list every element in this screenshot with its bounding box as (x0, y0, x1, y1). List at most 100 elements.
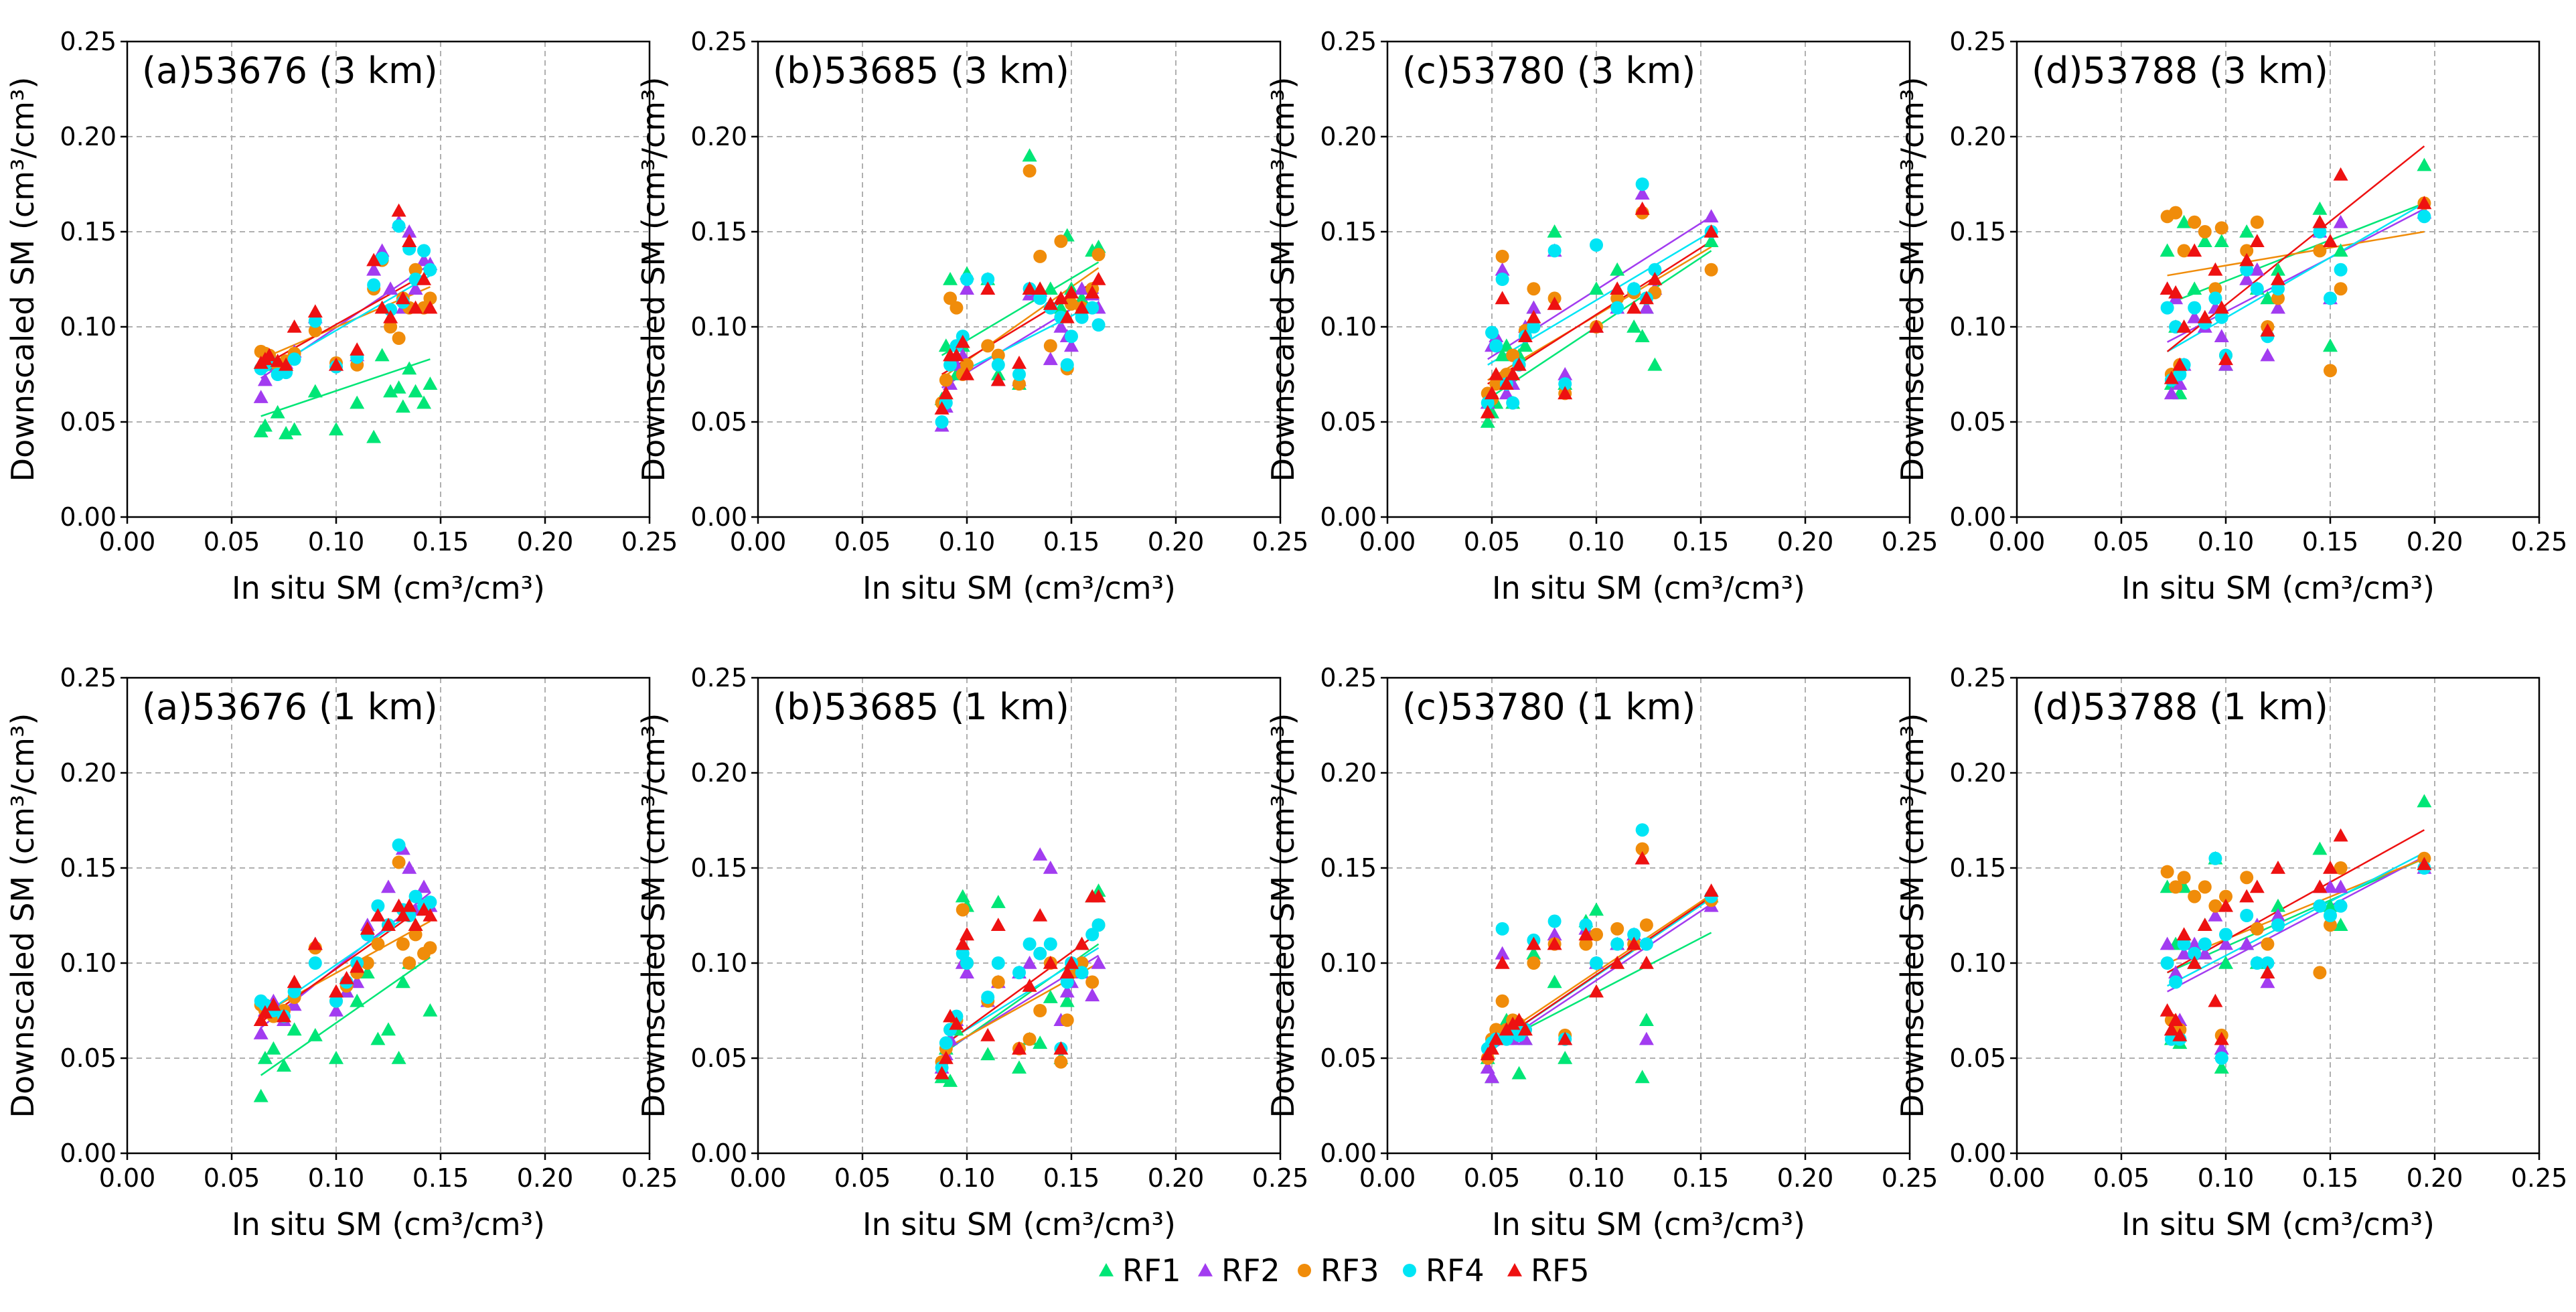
point-rf1 (2214, 234, 2229, 247)
point-rf1 (1703, 234, 1719, 247)
point-rf2 (2187, 936, 2202, 950)
point-rf4 (1033, 946, 1047, 960)
point-rf1 (1626, 319, 1642, 333)
point-rf4 (1012, 966, 1026, 980)
point-rf1 (307, 384, 323, 398)
x-axis-label: In situ SM (cm³/cm³) (1492, 570, 1805, 606)
point-rf3 (2313, 966, 2327, 980)
point-rf4 (392, 838, 406, 852)
point-rf5 (1043, 296, 1058, 310)
point-rf1 (2260, 291, 2275, 305)
y-tick-label: 0.10 (690, 948, 747, 978)
point-rf4 (2214, 1051, 2228, 1065)
point-rf1 (366, 429, 382, 443)
point-rf4 (2250, 956, 2264, 970)
point-rf1 (266, 1041, 281, 1055)
point-rf1 (350, 395, 365, 409)
point-rf5 (1558, 386, 1573, 400)
fit-line-rf2 (2167, 855, 2425, 993)
y-tick-label: 0.00 (690, 1139, 747, 1168)
point-rf5 (1059, 965, 1075, 978)
point-rf5 (2312, 214, 2328, 228)
point-rf1 (423, 1003, 438, 1017)
point-rf4 (2160, 301, 2174, 315)
x-tick-label: 0.25 (621, 1163, 678, 1193)
point-rf5 (1064, 956, 1079, 969)
point-rf4 (2240, 263, 2254, 277)
point-rf1 (2312, 841, 2328, 855)
x-tick-label: 0.20 (517, 527, 574, 557)
point-rf4 (991, 358, 1005, 372)
x-tick-label: 0.15 (1043, 527, 1100, 557)
point-rf5 (938, 1051, 954, 1064)
point-rf5 (381, 918, 396, 931)
point-rf5 (339, 970, 354, 985)
point-rf3 (1033, 249, 1047, 263)
point-rf2 (1495, 262, 1510, 276)
y-tick-label: 0.00 (60, 502, 117, 532)
point-rf3 (2169, 880, 2183, 894)
point-rf4 (1639, 937, 1653, 951)
point-rf5 (1635, 851, 1650, 865)
point-rf1 (1059, 993, 1075, 1007)
point-rf4 (2313, 899, 2327, 913)
point-rf4 (1060, 975, 1074, 989)
x-tick-label: 0.05 (204, 1163, 260, 1193)
point-rf5 (2249, 234, 2265, 247)
point-rf5 (1511, 1013, 1527, 1026)
point-rf4 (1085, 301, 1100, 315)
point-rf1 (1647, 357, 1663, 371)
point-rf5 (990, 918, 1006, 931)
y-axis-label: Downscaled SM (cm³/cm³) (1894, 713, 1930, 1118)
point-rf1 (287, 422, 302, 436)
panel-title: (b)53685 (1 km) (773, 686, 1069, 728)
point-rf2 (2239, 936, 2255, 950)
point-rf5 (2176, 927, 2192, 941)
point-rf1 (980, 1047, 996, 1061)
point-rf3 (1610, 922, 1624, 936)
point-rf2 (1495, 946, 1510, 960)
point-rf1 (943, 1074, 958, 1087)
y-tick-label: 0.20 (1320, 758, 1377, 788)
point-rf5 (1517, 329, 1533, 342)
point-rf1 (2323, 338, 2338, 352)
point-rf5 (374, 300, 390, 314)
y-axis-label: Downscaled SM (cm³/cm³) (1265, 713, 1301, 1118)
point-rf4 (1547, 914, 1562, 928)
point-rf4 (1091, 318, 1106, 332)
point-rf4 (939, 1036, 953, 1050)
point-rf5 (1091, 272, 1106, 285)
legend-marker-rf4 (1403, 1264, 1416, 1277)
point-rf5 (1526, 309, 1541, 323)
point-rf4 (2324, 909, 2337, 922)
x-tick-label: 0.15 (2302, 1163, 2359, 1193)
point-rf5 (1485, 386, 1499, 400)
point-rf4 (287, 985, 301, 999)
point-rf2 (1043, 861, 1058, 874)
x-tick-label: 0.20 (2407, 527, 2464, 557)
panel-title: (d)53788 (1 km) (2032, 686, 2328, 728)
x-tick-label: 0.10 (308, 1163, 365, 1193)
point-rf3 (360, 956, 374, 970)
point-rf5 (2333, 828, 2348, 842)
point-rf3 (991, 348, 1005, 362)
x-tick-label: 0.15 (412, 527, 469, 557)
point-rf4 (2208, 291, 2222, 305)
point-rf2 (402, 861, 417, 874)
point-rf3 (1065, 297, 1078, 311)
point-rf4 (1499, 1032, 1513, 1046)
point-rf4 (2214, 310, 2228, 324)
point-rf5 (2197, 918, 2212, 931)
point-rf3 (1489, 377, 1503, 391)
point-rf4 (423, 895, 437, 909)
y-tick-label: 0.25 (60, 663, 117, 693)
point-rf3 (392, 855, 406, 869)
point-rf5 (2312, 879, 2328, 893)
point-rf5 (2417, 857, 2432, 871)
x-tick-label: 0.10 (1568, 1163, 1625, 1193)
point-rf4 (1610, 937, 1624, 951)
x-tick-label: 0.00 (1359, 527, 1416, 557)
point-rf5 (2164, 1022, 2179, 1036)
y-tick-label: 0.25 (60, 27, 117, 56)
point-rf1 (391, 380, 406, 394)
